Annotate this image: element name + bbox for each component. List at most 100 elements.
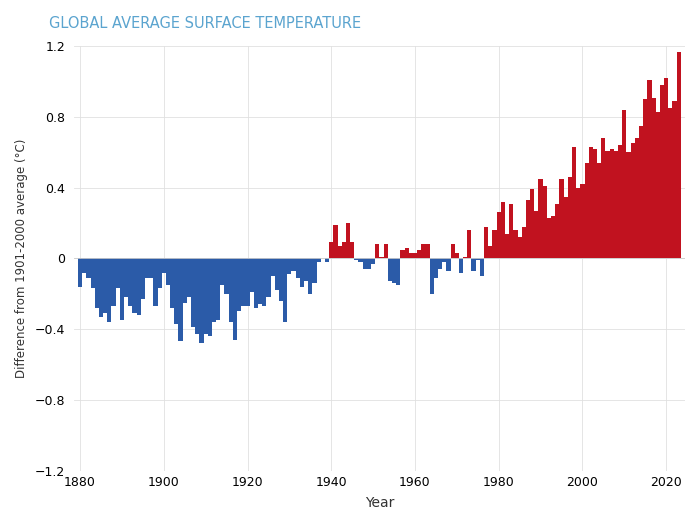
Bar (472, 258, 476, 271)
Bar (421, 244, 426, 258)
Bar (274, 258, 279, 290)
Bar (316, 258, 321, 262)
Bar (132, 258, 137, 313)
Bar (191, 258, 195, 327)
Bar (480, 258, 484, 276)
Bar (673, 101, 677, 258)
Bar (618, 145, 622, 258)
Bar (648, 80, 652, 258)
Bar (375, 244, 379, 258)
Bar (542, 186, 547, 258)
Bar (614, 151, 618, 258)
Bar (216, 258, 221, 320)
Bar (295, 258, 300, 278)
Bar (392, 258, 396, 283)
Bar (580, 184, 584, 258)
Bar (178, 258, 183, 341)
Bar (162, 258, 166, 272)
Bar (597, 163, 601, 258)
Bar (572, 147, 576, 258)
Bar (141, 258, 145, 299)
Bar (459, 258, 463, 272)
Bar (337, 246, 342, 258)
Bar (526, 200, 530, 258)
Bar (492, 230, 496, 258)
Bar (522, 227, 526, 258)
Bar (94, 258, 99, 308)
Bar (103, 258, 107, 313)
Bar (149, 258, 153, 278)
Bar (488, 246, 492, 258)
Bar (643, 99, 648, 258)
Bar (99, 258, 103, 317)
Bar (530, 190, 534, 258)
Bar (584, 163, 589, 258)
Bar (559, 179, 564, 258)
Bar (396, 258, 400, 285)
Bar (417, 249, 421, 258)
Bar (513, 230, 517, 258)
Bar (547, 218, 551, 258)
Bar (635, 138, 639, 258)
Bar (312, 258, 316, 283)
Bar (304, 258, 308, 281)
Bar (517, 237, 522, 258)
Bar (652, 98, 656, 258)
Bar (233, 258, 237, 340)
Bar (107, 258, 111, 322)
Bar (379, 257, 384, 258)
Bar (405, 248, 409, 258)
Bar (225, 258, 229, 293)
Bar (505, 234, 509, 258)
Bar (589, 147, 593, 258)
Bar (342, 243, 346, 258)
Bar (593, 149, 597, 258)
Bar (187, 258, 191, 297)
Bar (660, 85, 664, 258)
Text: GLOBAL AVERAGE SURFACE TEMPERATURE: GLOBAL AVERAGE SURFACE TEMPERATURE (49, 16, 361, 31)
Bar (622, 110, 626, 258)
Bar (90, 258, 94, 288)
Bar (606, 151, 610, 258)
Bar (246, 258, 250, 306)
Bar (350, 243, 354, 258)
Bar (183, 258, 187, 302)
Bar (555, 204, 559, 258)
Bar (568, 177, 572, 258)
Bar (509, 204, 513, 258)
Bar (300, 258, 304, 287)
Bar (111, 258, 116, 306)
Bar (254, 258, 258, 308)
Bar (463, 257, 468, 258)
Bar (78, 258, 82, 287)
Bar (174, 258, 179, 324)
Bar (434, 258, 438, 278)
Bar (426, 244, 430, 258)
Bar (500, 202, 505, 258)
Bar (438, 258, 442, 269)
Bar (363, 258, 367, 269)
Bar (212, 258, 216, 322)
Bar (128, 258, 132, 306)
Bar (136, 258, 141, 315)
Bar (82, 258, 86, 272)
Bar (166, 258, 170, 285)
Bar (538, 179, 543, 258)
Bar (124, 258, 128, 297)
Bar (358, 258, 363, 262)
Bar (371, 258, 375, 264)
Bar (455, 253, 459, 258)
Bar (333, 225, 337, 258)
Bar (576, 187, 580, 258)
Bar (145, 258, 149, 278)
Bar (631, 143, 635, 258)
Bar (610, 149, 614, 258)
Bar (367, 258, 371, 269)
Bar (158, 258, 162, 288)
X-axis label: Year: Year (365, 496, 394, 510)
Bar (195, 258, 199, 334)
Bar (170, 258, 174, 308)
Bar (484, 227, 488, 258)
Y-axis label: Difference from 1901-2000 average (°C): Difference from 1901-2000 average (°C) (15, 139, 28, 378)
Bar (270, 258, 274, 276)
